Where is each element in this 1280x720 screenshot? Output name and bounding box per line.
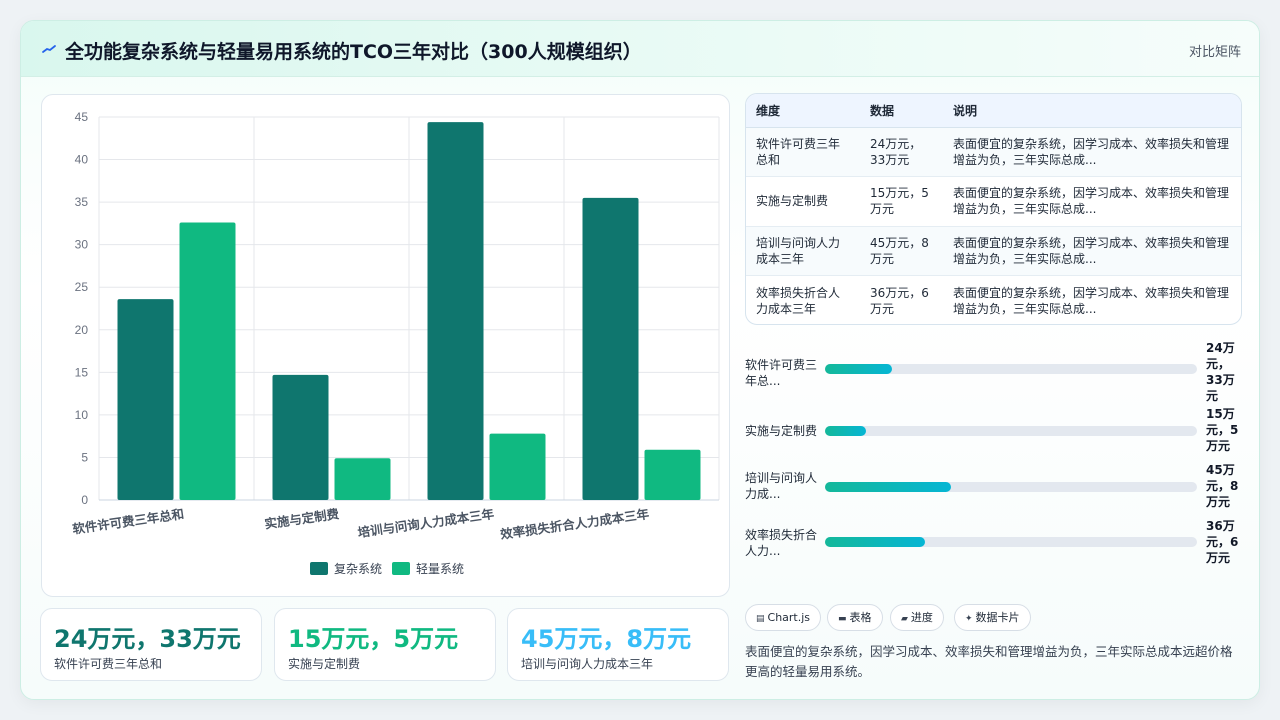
bar: [489, 433, 546, 500]
stat-value: 15万元，5万元: [288, 625, 459, 653]
progress-value: 45万元，8万元: [1206, 463, 1239, 509]
progress-value: 15万元，5万元: [1206, 407, 1239, 453]
y-tick-label: 20: [75, 323, 89, 337]
x-tick-label: 效率损失折合人力成本三年: [499, 506, 650, 542]
bar: [272, 374, 329, 500]
progress-label: 实施与定制费: [745, 424, 818, 438]
chip-table[interactable]: ▬ 表格: [827, 604, 883, 631]
stat-card: 15万元，5万元 实施与定制费: [274, 608, 496, 681]
bar: [179, 222, 236, 500]
table-cell: 软件许可费三年总和: [746, 127, 860, 177]
progress-row: 软件许可费三年总... 24万元，33万元: [745, 341, 1245, 403]
bar-chart-panel: 0 5 10 15 20 25 30 35 40 45 软件许可费三年总和 实施与定制费 培训与问询人力…: [41, 94, 730, 597]
column-header: 维度: [746, 94, 860, 128]
table-cell: 培训与问询人力成本三年: [746, 226, 860, 276]
table-cell: 表面便宜的复杂系统，因学习成本、效率损失和管理增益为负，三年实际总成...: [943, 226, 1241, 276]
table-cell: 表面便宜的复杂系统，因学习成本、效率损失和管理增益为负，三年实际总成...: [943, 176, 1241, 227]
progress-track: [825, 364, 1197, 374]
progress-fill: [825, 482, 952, 492]
legend-label: 复杂系统: [334, 562, 382, 576]
y-tick-label: 45: [75, 110, 89, 124]
y-tick-label: 5: [81, 450, 88, 464]
y-tick-label: 40: [75, 153, 89, 167]
progress-label: 软件许可费三年总...: [745, 358, 818, 388]
progress-track: [825, 537, 1197, 547]
y-tick-label: 30: [75, 238, 89, 252]
bar: [117, 299, 174, 500]
x-tick-label: 实施与定制费: [264, 506, 341, 531]
progress-label: 效率损失折合人力...: [745, 528, 818, 558]
table-row: 效率损失折合人力成本三年 36万元，6万元 表面便宜的复杂系统，因学习成本、效率…: [746, 276, 1241, 325]
table-row: 实施与定制费 15万元，5万元 表面便宜的复杂系统，因学习成本、效率损失和管理增…: [746, 176, 1241, 227]
y-tick-label: 35: [75, 195, 89, 209]
table-icon: ▬: [838, 614, 847, 624]
y-tick-label: 25: [75, 280, 89, 294]
stat-value: 45万元，8万元: [521, 625, 692, 653]
progress-row: 效率损失折合人力... 36万元，6万元: [745, 518, 1245, 574]
legend-label: 轻量系统: [416, 562, 464, 576]
progress-label: 培训与问询人力成...: [745, 471, 818, 501]
bar: [427, 122, 484, 501]
stat-value: 24万元，33万元: [54, 625, 241, 653]
column-header: 数据: [860, 94, 943, 128]
chip-chartjs[interactable]: ▤ Chart.js: [745, 604, 822, 631]
x-tick-label: 软件许可费三年总和: [71, 506, 185, 537]
table-cell: 45万元，8万元: [860, 226, 943, 276]
progress-fill: [825, 364, 892, 374]
progress-row: 培训与问询人力成... 45万元，8万元: [745, 461, 1245, 517]
progress-fill: [825, 537, 926, 547]
table-cell: 36万元，6万元: [870, 285, 929, 316]
stat-card: 24万元，33万元 软件许可费三年总和: [40, 608, 262, 681]
progress-icon: ▰: [901, 614, 908, 624]
bar: [644, 449, 701, 500]
y-tick-label: 15: [75, 365, 89, 379]
sparkline-icon: [42, 45, 56, 53]
table-cell: 表面便宜的复杂系统，因学习成本、效率损失和管理增益为负，三年实际总成...: [943, 127, 1241, 177]
progress-row: 实施与定制费 15万元，5万元: [745, 403, 1245, 459]
sparkle-icon: ✦: [965, 614, 973, 624]
summary-text: 表面便宜的复杂系统，因学习成本、效率损失和管理增益为负，三年实际总成本远超价格更…: [745, 644, 1233, 679]
table-cell: 15万元，5万元: [860, 176, 943, 227]
y-tick-label: 10: [75, 408, 89, 422]
legend-swatch: [310, 562, 328, 575]
stat-card: 45万元，8万元 培训与问询人力成本三年: [507, 608, 729, 681]
stat-label: 培训与问询人力成本三年: [521, 657, 654, 671]
table-cell: 表面便宜的复杂系统，因学习成本、效率损失和管理增益为负，三年实际总成...: [953, 285, 1230, 316]
progress-value: 36万元，6万元: [1206, 519, 1239, 565]
table-cell: 24万元，33万元: [860, 127, 943, 177]
legend-swatch: [392, 562, 410, 575]
column-header: 说明: [943, 94, 1241, 128]
table-header-row: 维度 数据 说明: [746, 94, 1241, 128]
chip-progress[interactable]: ▰ 进度: [890, 604, 944, 631]
view-mode-label[interactable]: 对比矩阵: [1188, 45, 1241, 60]
chip-data-card[interactable]: ✦ 数据卡片: [954, 604, 1031, 631]
x-tick-label: 培训与问询人力成本三年: [357, 506, 496, 540]
progress-track: [825, 482, 1197, 492]
y-tick-label: 0: [81, 493, 88, 507]
table-cell: 效率损失折合人力成本三年: [756, 285, 841, 316]
table-row: 软件许可费三年总和 24万元，33万元 表面便宜的复杂系统，因学习成本、效率损失…: [746, 127, 1241, 177]
bar: [582, 197, 639, 500]
dashboard-card: 全功能复杂系统与轻量易用系统的TCO三年对比（300人规模组织） 对比矩阵 0 5…: [20, 20, 1260, 700]
bar: [334, 458, 391, 500]
table-row: 培训与问询人力成本三年 45万元，8万元 表面便宜的复杂系统，因学习成本、效率损…: [746, 226, 1241, 276]
header-bar: 全功能复杂系统与轻量易用系统的TCO三年对比（300人规模组织） 对比矩阵: [21, 21, 1259, 77]
bar-chart: 0 5 10 15 20 25 30 35 40 45 软件许可费三年总和 实施与定制费 培训与问询人力…: [71, 110, 720, 576]
chart-icon: ▤: [756, 614, 765, 624]
page-title: 全功能复杂系统与轻量易用系统的TCO三年对比（300人规模组织）: [65, 41, 642, 63]
progress-track: [825, 426, 1197, 436]
stat-label: 软件许可费三年总和: [54, 657, 163, 671]
table-cell: 实施与定制费: [746, 176, 860, 227]
stat-label: 实施与定制费: [288, 657, 361, 671]
progress-value: 24万元，33万元: [1206, 341, 1235, 403]
progress-fill: [825, 426, 866, 436]
comparison-table: 维度 数据 说明 软件许可费三年总和 24万元，33万元 表面便宜的复杂系统，因…: [745, 93, 1242, 325]
